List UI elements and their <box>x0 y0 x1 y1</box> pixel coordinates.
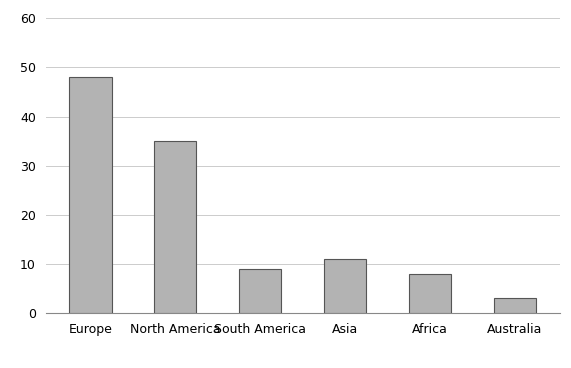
Bar <box>69 77 111 313</box>
Bar <box>409 273 451 313</box>
Bar <box>324 259 367 313</box>
Bar <box>239 269 282 313</box>
Bar <box>154 141 196 313</box>
Bar <box>494 298 536 313</box>
